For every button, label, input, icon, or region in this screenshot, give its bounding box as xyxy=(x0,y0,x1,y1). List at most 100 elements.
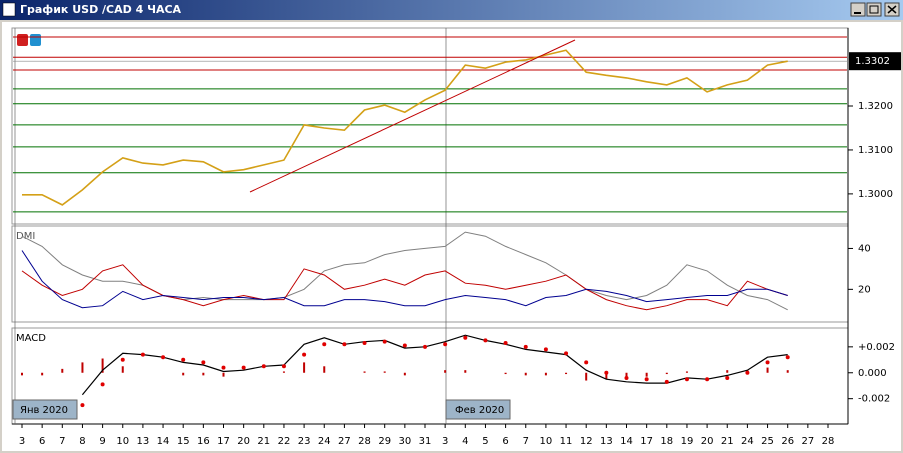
signal-point xyxy=(664,379,669,384)
x-tick-label: 24 xyxy=(741,436,754,447)
signal-point xyxy=(443,342,448,347)
y-tick-label: 1.3100 xyxy=(858,145,893,156)
x-tick-label: 30 xyxy=(398,436,411,447)
price-tag xyxy=(849,52,901,71)
histogram-bar xyxy=(202,372,205,376)
histogram-bar xyxy=(544,372,547,376)
x-tick-label: 16 xyxy=(197,436,210,447)
histogram-bar xyxy=(605,372,608,380)
window-buttons[interactable] xyxy=(850,2,900,17)
signal-point xyxy=(745,370,750,375)
x-tick-label: 4 xyxy=(462,436,468,447)
histogram-bar xyxy=(383,371,386,373)
signal-point xyxy=(624,375,629,380)
x-tick-label: 20 xyxy=(701,436,714,447)
chart-area xyxy=(2,22,901,451)
tool-button[interactable] xyxy=(30,34,41,46)
histogram-bar xyxy=(182,372,185,376)
signal-point xyxy=(241,365,246,370)
histogram-bar xyxy=(282,371,285,373)
x-tick-label: 27 xyxy=(801,436,814,447)
signal-point xyxy=(120,357,125,362)
x-tick-label: 6 xyxy=(502,436,508,447)
month-label: Янв 2020 xyxy=(20,405,68,416)
x-tick-label: 21 xyxy=(257,436,270,447)
dmi-line xyxy=(21,264,788,311)
signal-point xyxy=(785,355,790,360)
histogram-bar xyxy=(685,371,688,373)
month-tag xyxy=(445,399,511,420)
x-tick-label: 28 xyxy=(358,436,371,447)
signal-point xyxy=(423,344,427,349)
x-tick-label: 10 xyxy=(116,436,129,447)
histogram-bar xyxy=(121,366,124,373)
signal-point xyxy=(181,357,186,362)
histogram-bar xyxy=(41,372,44,376)
x-tick-label: 31 xyxy=(419,436,432,447)
x-tick-label: 9 xyxy=(99,436,105,447)
histogram-bar xyxy=(303,362,306,373)
month-label: Фев 2020 xyxy=(455,405,504,416)
x-tick-label: 5 xyxy=(482,436,488,447)
x-tick-label: 17 xyxy=(640,436,653,447)
signal-point xyxy=(725,375,730,380)
macd-line xyxy=(81,334,788,396)
signal-point xyxy=(705,377,710,382)
signal-point xyxy=(483,338,488,343)
signal-point xyxy=(362,340,367,345)
signal-point xyxy=(281,364,286,369)
y-tick-label: 40 xyxy=(858,243,871,254)
x-tick-label: 25 xyxy=(761,436,774,447)
x-tick-label: 15 xyxy=(177,436,190,447)
month-tag xyxy=(12,399,78,420)
signal-point xyxy=(684,377,689,382)
histogram-bar xyxy=(444,370,447,373)
y-tick-label: +0.002 xyxy=(858,342,895,353)
histogram-bar xyxy=(323,366,326,373)
x-tick-label: 24 xyxy=(318,436,331,447)
histogram-bar xyxy=(565,372,568,375)
signal-point xyxy=(765,360,770,365)
price-line-series xyxy=(22,49,788,206)
histogram-bar xyxy=(786,370,789,373)
x-tick-label: 19 xyxy=(681,436,694,447)
x-tick-label: 21 xyxy=(721,436,734,447)
histogram-bar xyxy=(524,372,527,376)
signal-point xyxy=(644,377,649,382)
y-tick-label: -0.002 xyxy=(858,394,890,405)
histogram-bar xyxy=(403,372,406,376)
signal-point xyxy=(302,352,307,357)
trend-line xyxy=(249,39,576,193)
tool-button[interactable] xyxy=(17,34,28,46)
maximize-button[interactable] xyxy=(866,2,882,17)
x-tick-label: 12 xyxy=(580,436,593,447)
histogram-bar xyxy=(81,362,84,373)
minimize-button[interactable] xyxy=(850,2,866,17)
histogram-bar xyxy=(464,370,467,373)
x-tick-label: 27 xyxy=(338,436,351,447)
histogram-bar xyxy=(665,372,668,375)
histogram-bar xyxy=(625,372,628,377)
signal-point xyxy=(261,364,266,369)
x-tick-label: 14 xyxy=(620,436,633,447)
histogram-bar xyxy=(585,372,588,381)
x-tick-label: 11 xyxy=(560,436,573,447)
title-bar xyxy=(0,0,903,20)
signal-point xyxy=(201,360,206,365)
signal-point xyxy=(604,370,609,375)
signal-point xyxy=(382,339,387,344)
y-tick-label: 1.3000 xyxy=(858,189,893,200)
histogram-bar xyxy=(363,371,366,373)
signal-point xyxy=(342,342,347,347)
plot: 1.3000 1.3100 1.3200 1.3302 20 40 +0.002 0.000 -… xyxy=(13,36,901,447)
y-tick-label: 1.3200 xyxy=(858,101,893,112)
signal-point xyxy=(100,382,105,387)
x-tick-label: 18 xyxy=(660,436,673,447)
signal-point xyxy=(80,403,85,408)
histogram-bar xyxy=(766,367,769,373)
y-tick-label: 0.000 xyxy=(858,368,887,379)
dmi-line xyxy=(21,250,788,309)
x-tick-label: 3 xyxy=(442,436,448,447)
signal-point xyxy=(564,351,569,356)
